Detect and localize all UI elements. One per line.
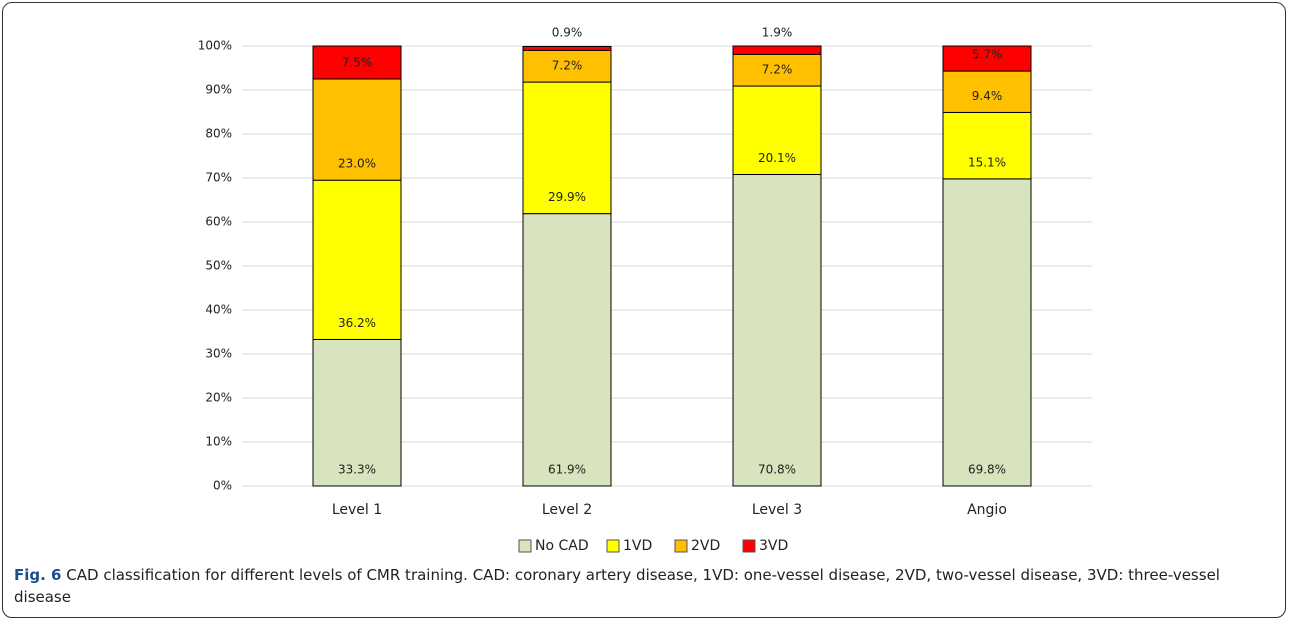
bar-segment <box>942 178 1032 487</box>
x-tick-label: Level 2 <box>542 502 592 518</box>
legend-label: 2VD <box>691 538 720 554</box>
data-label: 5.7% <box>972 48 1003 62</box>
bar-segment <box>732 173 822 487</box>
y-tick-label: 60% <box>205 215 232 229</box>
x-tick-label: Level 1 <box>332 502 382 518</box>
y-tick-label: 20% <box>205 391 232 405</box>
bar-segment <box>942 45 1032 72</box>
data-label: 15.1% <box>968 155 1006 169</box>
legend-label: No CAD <box>535 538 589 554</box>
data-label: 23.0% <box>338 157 376 171</box>
y-tick-label: 100% <box>198 39 232 53</box>
data-label: 0.9% <box>552 26 583 40</box>
bar-segment <box>522 81 612 215</box>
bar-segment <box>942 70 1032 113</box>
bar-segment <box>312 338 402 487</box>
bar-segment <box>522 45 612 51</box>
bar-segment <box>312 179 402 340</box>
y-tick-label: 70% <box>205 171 232 185</box>
data-label: 20.1% <box>758 151 796 165</box>
legend-label: 3VD <box>759 538 788 554</box>
bar-segment <box>732 45 822 55</box>
data-label: 29.9% <box>548 190 586 204</box>
data-label: 69.8% <box>968 463 1006 477</box>
legend-swatch <box>606 539 620 553</box>
bar-segment <box>732 53 822 87</box>
caption-text: CAD classification for different levels … <box>14 566 1220 606</box>
legend-swatch <box>518 539 532 553</box>
y-tick-label: 10% <box>205 435 232 449</box>
bar-segment <box>312 78 402 181</box>
y-tick-label: 90% <box>205 83 232 97</box>
bar-segment <box>942 111 1032 180</box>
y-tick-label: 0% <box>213 479 232 493</box>
y-tick-label: 80% <box>205 127 232 141</box>
legend-swatch <box>674 539 688 553</box>
data-label: 36.2% <box>338 316 376 330</box>
bar-segment <box>522 213 612 487</box>
legend-label: 1VD <box>623 538 652 554</box>
data-label: 70.8% <box>758 463 796 477</box>
data-label: 61.9% <box>548 463 586 477</box>
data-label: 9.4% <box>972 89 1003 103</box>
data-label: 33.3% <box>338 463 376 477</box>
chart: 0% 10% 20% 30% 40% 50% 60% 70% 80% 90% 100% Level 1… <box>198 26 1092 554</box>
caption: Fig. 6 CAD classification for different … <box>14 564 1276 608</box>
bar-segment <box>312 45 402 80</box>
data-label: 1.9% <box>762 26 793 40</box>
x-tick-label: Level 3 <box>752 502 802 518</box>
y-tick-label: 40% <box>205 303 232 317</box>
caption-label: Fig. 6 <box>14 566 62 584</box>
y-tick-label: 30% <box>205 347 232 361</box>
legend-swatch <box>742 539 756 553</box>
data-label: 7.2% <box>552 59 583 73</box>
x-tick-label: Angio <box>967 502 1007 518</box>
bar-segment <box>732 85 822 175</box>
data-label: 7.5% <box>342 56 373 70</box>
y-tick-label: 50% <box>205 259 232 273</box>
data-label: 7.2% <box>762 63 793 77</box>
